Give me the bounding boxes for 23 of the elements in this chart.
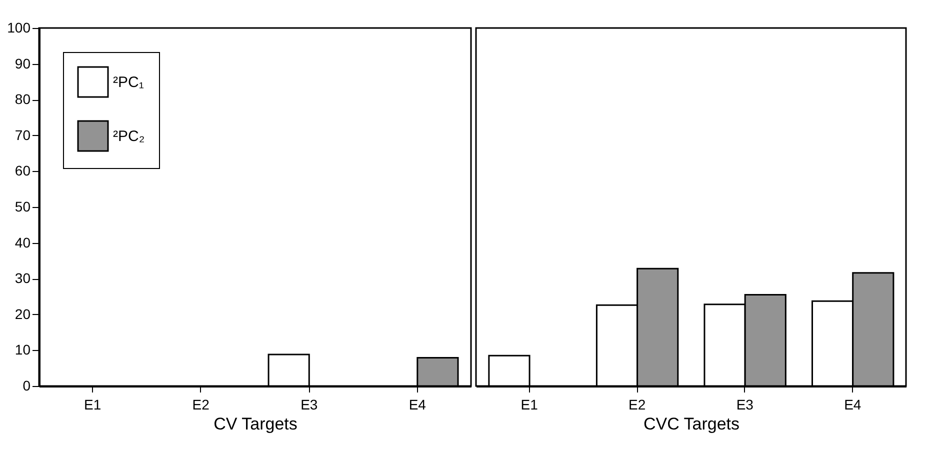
y-tick-label: 60 bbox=[14, 162, 31, 179]
x-axis-title: CV Targets bbox=[214, 414, 298, 434]
x-tick-label: E1 bbox=[84, 396, 102, 412]
y-tick-label: 30 bbox=[14, 270, 31, 286]
x-tick-label: E4 bbox=[844, 396, 862, 412]
y-tick-label: 20 bbox=[14, 306, 31, 322]
y-tick-label: 10 bbox=[14, 342, 31, 358]
x-tick-label: E4 bbox=[408, 396, 426, 412]
x-tick-label: E1 bbox=[520, 396, 538, 412]
y-tick-label: 70 bbox=[14, 126, 31, 143]
x-tick-label: E2 bbox=[628, 396, 646, 412]
x-tick-label: E2 bbox=[192, 396, 210, 412]
y-tick-label: 40 bbox=[14, 234, 31, 250]
y-tick-label: 100 bbox=[7, 20, 31, 36]
y-tick-label: 50 bbox=[14, 198, 31, 214]
y-tick-label: 80 bbox=[14, 91, 31, 108]
legend-label: ²PC₂ bbox=[113, 128, 145, 145]
y-tick-label: 0 bbox=[22, 378, 31, 394]
x-tick-label: E3 bbox=[736, 396, 754, 412]
x-axis-title: CVC Targets bbox=[643, 414, 740, 434]
x-tick-label: E3 bbox=[300, 396, 318, 412]
legend-label: ²PC₁ bbox=[113, 74, 144, 91]
y-tick-label: 90 bbox=[14, 55, 31, 72]
